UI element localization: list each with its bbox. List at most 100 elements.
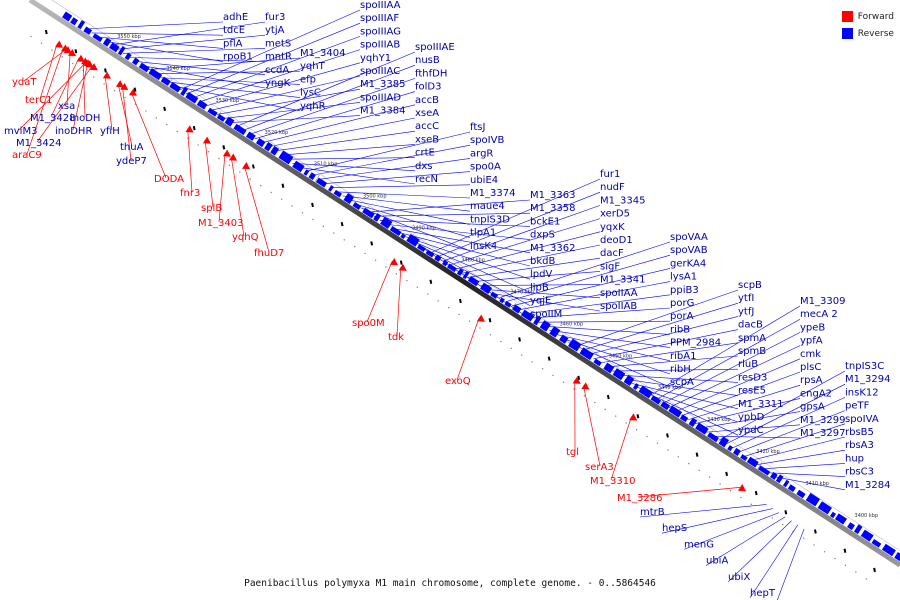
forward-gene-label: mviM3 bbox=[4, 126, 37, 137]
track-dot bbox=[354, 246, 356, 248]
label-leaders bbox=[18, 9, 846, 600]
reverse-gene-label: nudF bbox=[600, 182, 625, 193]
reverse-leader-line bbox=[505, 254, 671, 303]
forward-gene-label: M1_3286 bbox=[617, 493, 662, 504]
reverse-leader-line bbox=[342, 195, 471, 212]
reverse-gene-mark bbox=[733, 447, 741, 456]
forward-gene-mark bbox=[476, 314, 485, 322]
forward-gene-label: fnr3 bbox=[180, 188, 200, 199]
forward-leader-line bbox=[366, 261, 393, 323]
forward-track-mark bbox=[813, 529, 817, 534]
reverse-gene-mark bbox=[180, 86, 189, 97]
reverse-leader-line bbox=[91, 32, 224, 36]
reverse-gene-label: ypfA bbox=[800, 336, 823, 347]
reverse-gene-mark bbox=[77, 20, 86, 30]
reverse-track-line bbox=[51, 0, 900, 552]
track-dot bbox=[374, 259, 377, 261]
forward-leader-line bbox=[122, 86, 132, 161]
reverse-leader-line bbox=[392, 228, 531, 254]
reverse-gene-mark bbox=[400, 233, 406, 240]
reverse-leader-line bbox=[380, 220, 531, 227]
reverse-gene-mark bbox=[533, 315, 542, 326]
tick-label: 3420 kbp bbox=[756, 449, 780, 455]
forward-track-mark bbox=[192, 125, 196, 131]
reverse-gene-label: spoIIIAE bbox=[415, 42, 455, 53]
legend-swatch-reverse bbox=[841, 28, 853, 39]
forward-track-mark bbox=[754, 490, 758, 496]
track-dot bbox=[176, 130, 178, 132]
forward-track-mark bbox=[843, 548, 847, 553]
reverse-gene-label: maue4 bbox=[470, 201, 505, 212]
forward-gene-label: araC9 bbox=[12, 150, 42, 161]
tick-label: 3500 kbp bbox=[363, 194, 387, 200]
reverse-gene-label: pflA bbox=[223, 38, 243, 49]
track-dot bbox=[479, 327, 481, 329]
reverse-gene-label: ytfI bbox=[738, 293, 754, 304]
track-dot bbox=[844, 564, 846, 566]
reverse-gene-label: engA2 bbox=[800, 388, 832, 399]
reverse-gene-label: spoIIAA bbox=[600, 288, 638, 299]
reverse-leader-line bbox=[191, 36, 361, 99]
track-dot bbox=[385, 266, 387, 268]
reverse-gene-mark bbox=[881, 543, 896, 557]
reverse-gene-mark bbox=[425, 249, 435, 258]
legend-swatch-forward bbox=[841, 11, 853, 22]
reverse-gene-label: peTF bbox=[845, 401, 870, 412]
kbp-ticks: 3550 kbp 3540 kbp 3530 kbp 3520 kbp 3510 kbp… bbox=[117, 34, 878, 533]
forward-track-mark bbox=[547, 356, 551, 361]
track-dot bbox=[249, 178, 251, 180]
track-dot bbox=[740, 496, 742, 499]
reverse-gene-label: rbsA3 bbox=[845, 440, 874, 451]
forward-gene-mark bbox=[61, 44, 70, 52]
reverse-leader-line bbox=[411, 240, 531, 293]
reverse-gene-mark bbox=[362, 207, 375, 219]
reverse-gene-mark bbox=[834, 513, 848, 525]
reverse-leader-line bbox=[442, 205, 601, 262]
reverse-leader-line bbox=[185, 22, 361, 95]
reverse-gene-label: M1_3299 bbox=[800, 415, 845, 426]
forward-gene-mark bbox=[120, 82, 129, 91]
reverse-leader-line bbox=[562, 338, 671, 375]
reverse-gene-label: yqxK bbox=[600, 222, 625, 233]
track-dot bbox=[416, 286, 418, 288]
reverse-leader-line bbox=[687, 384, 801, 421]
reverse-gene-label: mtrB bbox=[640, 507, 665, 518]
reverse-gene-label: argR bbox=[470, 148, 493, 159]
reverse-gene-label: M1_3358 bbox=[530, 203, 575, 214]
reverse-leader-line bbox=[235, 51, 416, 127]
forward-gene-mark bbox=[102, 71, 111, 79]
reverse-gene-label: cmk bbox=[800, 349, 821, 360]
track-dot bbox=[521, 354, 523, 356]
reverse-gene-label: yngK bbox=[265, 78, 291, 89]
forward-gene-label: M1_3424 bbox=[16, 138, 61, 149]
forward-gene-label: yfiH bbox=[100, 126, 120, 137]
track-dot bbox=[510, 347, 512, 349]
reverse-leader-line bbox=[705, 516, 786, 566]
reverse-leader-line bbox=[656, 318, 801, 400]
reverse-gene-mark bbox=[860, 529, 874, 542]
track-dot bbox=[729, 490, 732, 492]
reverse-gene-mark bbox=[758, 465, 771, 476]
reverse-gene-label: porG bbox=[670, 298, 694, 309]
track-dot bbox=[406, 279, 408, 282]
legend: Forward Reverse bbox=[841, 8, 894, 42]
reverse-leader-line bbox=[135, 61, 266, 76]
reverse-leader-line bbox=[449, 218, 601, 266]
reverse-leader-line bbox=[304, 131, 471, 172]
reverse-gene-mark bbox=[770, 472, 778, 480]
forward-gene-mark bbox=[228, 153, 238, 161]
reverse-gene-mark bbox=[417, 244, 426, 253]
reverse-gene-label: ribA1 bbox=[670, 351, 696, 362]
reverse-gene-label: M1_3297 bbox=[800, 428, 845, 439]
reverse-gene-mark bbox=[224, 116, 235, 127]
reverse-gene-mark bbox=[124, 52, 132, 61]
tick-mark bbox=[757, 462, 763, 470]
track-dot bbox=[93, 76, 95, 78]
track-dot bbox=[677, 456, 679, 458]
reverse-gene-label: ppiB3 bbox=[670, 285, 699, 296]
reverse-gene-label: dxpS bbox=[530, 230, 555, 241]
track-dot bbox=[698, 469, 700, 471]
reverse-gene-label: yqhY1 bbox=[360, 53, 391, 64]
forward-gene-label: fhuD7 bbox=[254, 248, 284, 259]
forward-track-mark bbox=[695, 452, 699, 457]
